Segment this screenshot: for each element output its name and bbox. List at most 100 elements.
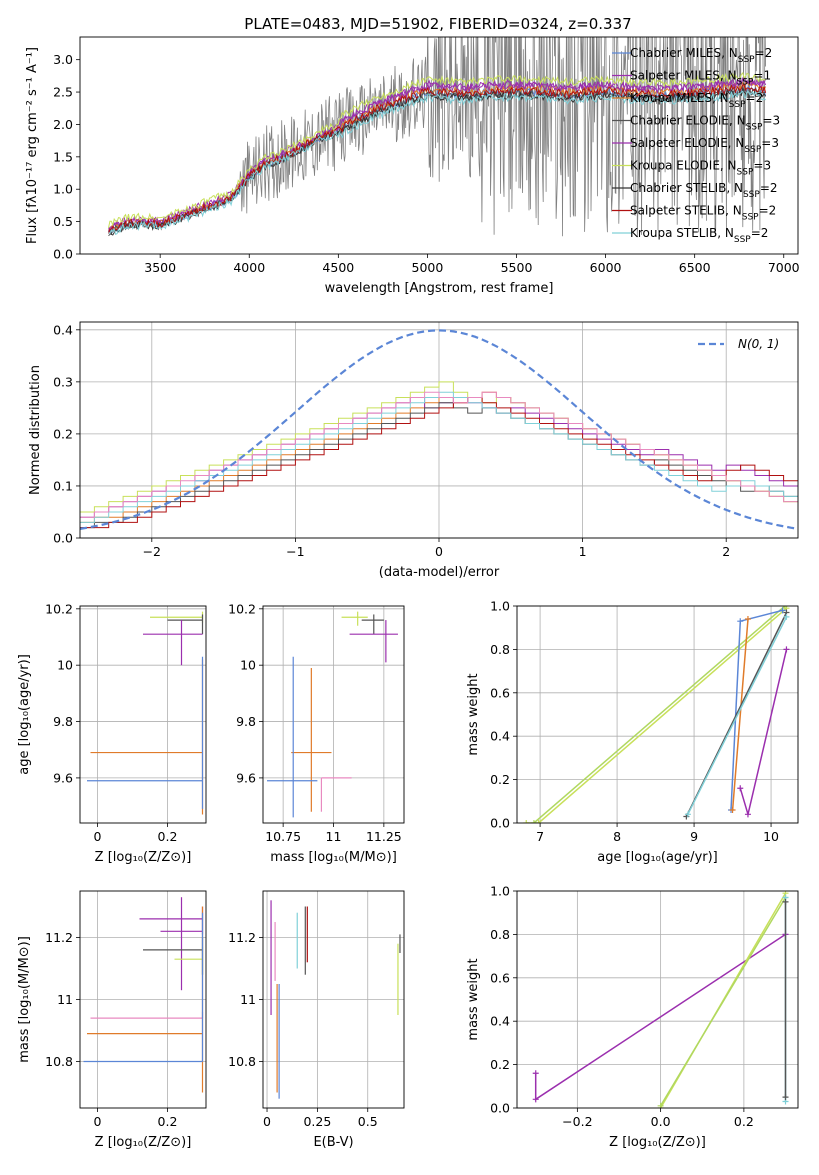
- weight-marker: [530, 820, 537, 823]
- x-tick-label: 0.2: [734, 1114, 754, 1129]
- mass-vs-ebv-plot-area: [270, 900, 401, 1099]
- x-tick-label: 0.2: [158, 829, 178, 844]
- x-tick-label: 2: [722, 544, 730, 559]
- residuals-plot-area: [80, 329, 798, 530]
- x-tick-label: 10: [763, 829, 779, 844]
- x-axis-label: age [log₁₀(age/yr)]: [597, 850, 718, 865]
- y-tick-label: 0.4: [53, 322, 73, 337]
- residuals-panel: −2 −1 0 1 2 0.0 0.1 0.2 0.3 0.4 (data-model)/error…: [28, 321, 799, 580]
- weight-marker: [781, 606, 788, 609]
- weight-marker: [729, 806, 736, 813]
- model-spectrum-line: [108, 71, 766, 229]
- age-vs-mass-panel: 10.75 11 11.25 9.6 9.8 10 10.2 mass [log₁₀(M/M⊙…: [228, 601, 405, 865]
- y-tick-label: 9.6: [53, 770, 73, 785]
- x-tick-label: 11: [326, 829, 342, 844]
- legend-entry: Salpeter MILES, NSSP=1: [630, 69, 771, 88]
- y-tick-label: 2.0: [53, 117, 73, 132]
- mass-vs-ebv-frame: [262, 890, 405, 1109]
- histogram-series: [80, 402, 798, 529]
- weight-marker: [737, 618, 744, 625]
- age-vs-Z-plot-area: [87, 611, 204, 815]
- weight-marker: [684, 811, 691, 818]
- x-tick-label: 0: [263, 1114, 271, 1129]
- y-tick-label: 0.0: [490, 1101, 510, 1116]
- x-tick-label: 8: [613, 829, 621, 844]
- x-tick-label: 10.75: [265, 829, 301, 844]
- x-tick-label: 6000: [590, 260, 622, 275]
- y-tick-label: 9.8: [53, 714, 73, 729]
- x-tick-label: 7000: [768, 260, 800, 275]
- legend-entry: Kroupa MILES, NSSP=2: [630, 91, 763, 110]
- x-tick-label: −1: [286, 544, 304, 559]
- legend-entry: Salpeter ELODIE, NSSP=3: [630, 136, 779, 155]
- weight-vs-age-panel: 7 8 9 10 0.0 0.2 0.4 0.6 0.8 1.0 age [log₁₀(age/yr…: [466, 599, 799, 865]
- y-tick-label: 0.0: [490, 816, 510, 831]
- x-tick-label: 4000: [233, 260, 265, 275]
- legend-entry: Chabrier ELODIE, NSSP=3: [630, 114, 780, 133]
- x-tick-label: 3500: [144, 260, 176, 275]
- x-tick-label: 0.25: [303, 1114, 331, 1129]
- model-spectrum-line: [108, 81, 767, 232]
- weight-marker: [783, 646, 790, 653]
- weight-marker: [783, 613, 790, 620]
- y-axis-label: Flux [fλ10⁻¹⁷ erg cm⁻² s⁻¹ A⁻¹]: [25, 47, 40, 244]
- y-tick-label: 11.2: [45, 930, 73, 945]
- weight-marker: [782, 1094, 789, 1101]
- x-axis-label: wavelength [Angstrom, rest frame]: [325, 281, 554, 296]
- weight-vs-Z-plot-area: [532, 891, 789, 1108]
- weight-marker: [523, 820, 530, 823]
- y-axis-label: Normed distribution: [28, 365, 43, 495]
- y-tick-label: 0.3: [53, 374, 73, 389]
- mass-vs-Z-plot-area: [83, 897, 204, 1093]
- y-tick-label: 10.2: [228, 601, 256, 616]
- x-axis-label: Z [log₁₀(Z/Z⊙)]: [609, 1135, 706, 1150]
- weight-line: [533, 606, 786, 823]
- x-tick-label: 0: [94, 829, 102, 844]
- weight-line: [731, 618, 749, 811]
- y-tick-label: 3.0: [53, 52, 73, 67]
- histogram-series: [80, 391, 798, 518]
- weight-vs-Z-panel: −0.2 0.0 0.2 0.0 0.2 0.4 0.6 0.8 1.0 Z [log₁₀(Z/Z…: [466, 884, 799, 1150]
- weight-marker: [744, 616, 751, 623]
- y-tick-label: 11.2: [228, 930, 256, 945]
- x-tick-label: 5500: [501, 260, 533, 275]
- x-axis-label: (data-model)/error: [379, 565, 500, 580]
- spectrum-frame: [79, 36, 799, 255]
- figure-title: PLATE=0483, MJD=51902, FIBERID=0324, z=0…: [244, 15, 631, 33]
- y-tick-label: 1.0: [490, 884, 510, 899]
- gaussian-curve: [80, 329, 798, 530]
- y-tick-label: 0.8: [490, 927, 510, 942]
- x-axis-label: Z [log₁₀(Z/Z⊙)]: [95, 850, 192, 865]
- spectrum-panel: 3500 4000 4500 5000 5500 6000 6500 7000 0.0 0.5 1.…: [25, 36, 800, 296]
- age-vs-Z-panel: 0 0.2 9.6 9.8 10 10.2 Z [log₁₀(Z/Z⊙)] age [log₁…: [17, 601, 207, 865]
- weight-line: [739, 649, 788, 818]
- age-vs-mass-plot-area: [267, 611, 398, 818]
- y-tick-label: 10: [240, 658, 256, 673]
- y-tick-label: 0.6: [490, 685, 510, 700]
- x-tick-label: 11.25: [366, 829, 402, 844]
- age-vs-Z-frame: [79, 605, 207, 824]
- y-tick-label: 0.0: [53, 531, 73, 546]
- y-axis-label: mass weight: [466, 958, 481, 1040]
- x-tick-label: −2: [143, 544, 161, 559]
- y-tick-label: 10: [57, 658, 73, 673]
- mass-vs-Z-frame: [79, 890, 207, 1109]
- x-axis-label: Z [log₁₀(Z/Z⊙)]: [95, 1135, 192, 1150]
- weight-line: [659, 897, 787, 1107]
- weight-marker: [535, 820, 542, 823]
- legend-entry: Chabrier STELIB, NSSP=2: [630, 181, 778, 200]
- y-tick-label: 0.2: [53, 426, 73, 441]
- spectrum-plot-area: [108, 37, 767, 238]
- y-tick-label: 0.2: [490, 772, 510, 787]
- weight-marker: [744, 811, 751, 818]
- mass-vs-ebv-panel: 0 0.25 0.5 10.8 11 11.2 E(B-V): [228, 890, 405, 1150]
- y-tick-label: 0.2: [490, 1057, 510, 1072]
- legend-entry: Chabrier MILES, NSSP=2: [630, 46, 772, 65]
- y-axis-label: mass weight: [466, 673, 481, 755]
- weight-line: [687, 616, 788, 815]
- y-tick-label: 1.0: [490, 599, 510, 614]
- x-tick-label: 4500: [322, 260, 354, 275]
- mass-vs-Z-panel: 0 0.2 10.8 11 11.2 Z [log₁₀(Z/Z⊙)] mass [log₁₀…: [17, 890, 207, 1150]
